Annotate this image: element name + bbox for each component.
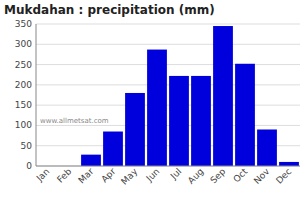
y-tick-label: 300	[15, 39, 32, 49]
y-tick-label: 0	[26, 161, 32, 171]
bar	[235, 64, 255, 166]
bar	[147, 50, 167, 166]
bars	[81, 26, 299, 166]
title: Mukdahan : precipitation (mm)	[4, 3, 215, 17]
bar	[169, 76, 189, 166]
x-tick-label: Nov	[252, 166, 272, 186]
bar	[81, 155, 101, 166]
bar	[279, 162, 299, 166]
x-tick-label: Aug	[186, 166, 206, 186]
y-tick-label: 250	[15, 60, 32, 70]
y-axis: 0 50 100 150 200 250 300 350	[15, 19, 32, 171]
y-tick-label: 50	[21, 141, 33, 151]
grid	[36, 24, 300, 166]
x-tick-label: Jan	[34, 166, 52, 184]
grid-line	[36, 166, 300, 167]
x-tick-label: Sep	[208, 166, 227, 185]
y-tick-label: 100	[15, 120, 32, 130]
watermark: www.allmetsat.com	[40, 117, 109, 125]
y-tick-label: 200	[15, 80, 32, 90]
x-axis-line	[36, 166, 300, 167]
y-tick-label: 150	[15, 100, 32, 110]
chart-svg: Mukdahan : precipitation (mm) 0 50 100 150 20…	[0, 0, 306, 200]
x-tick-label: Mar	[76, 166, 95, 185]
x-axis: JanFebMarAprMayJun JulAugSepOctNovDec	[34, 166, 294, 187]
grid-line	[36, 64, 300, 65]
y-axis-line	[36, 24, 37, 166]
grid-line	[36, 105, 300, 106]
bar	[103, 132, 123, 166]
bar	[257, 129, 277, 166]
x-tick-label: Jun	[144, 166, 162, 184]
x-tick-label: Jul	[168, 166, 183, 181]
y-tick-label: 350	[15, 19, 32, 29]
x-tick-label: Oct	[231, 166, 249, 184]
grid-line	[36, 24, 300, 25]
bar	[213, 26, 233, 166]
x-tick-label: Apr	[99, 166, 117, 184]
chart-container: Mukdahan : precipitation (mm) 0 50 100 150 20…	[0, 0, 306, 200]
grid-line	[36, 84, 300, 85]
grid-line	[36, 44, 300, 45]
bar	[125, 93, 145, 166]
bar	[191, 76, 211, 166]
x-tick-label: May	[119, 166, 140, 187]
x-tick-label: Feb	[55, 166, 74, 185]
x-tick-label: Dec	[274, 166, 293, 185]
